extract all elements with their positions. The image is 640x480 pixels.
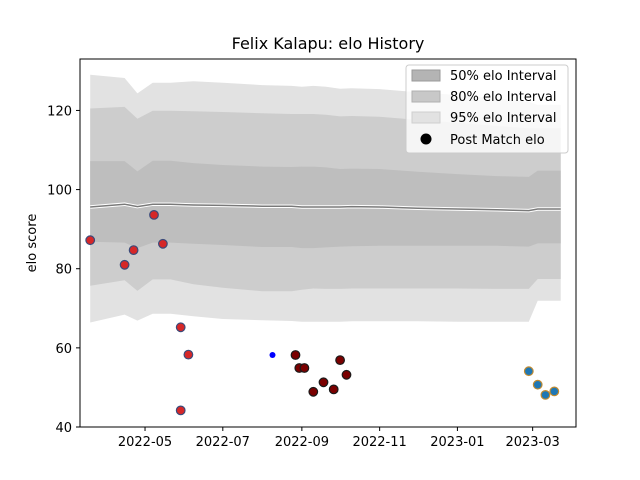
post-match-point-3-3 [549,386,560,397]
post-match-point-3-1 [532,379,543,390]
post-match-point-0-2 [128,245,139,256]
legend-marker-post-match [420,133,432,145]
y-axis-label: elo score [25,214,40,273]
post-match-point-2-4 [318,377,329,388]
post-match-point-0-0 [85,235,96,246]
y-tick-label-3: 100 [47,184,72,199]
post-match-point-0-7 [175,405,186,416]
y-tick-label-1: 60 [55,342,72,357]
post-match-point-2-2 [299,363,310,373]
y-tick-label-0: 40 [55,421,72,436]
legend-frame [405,64,569,154]
post-match-point-1-0 [269,352,276,358]
axes-frame [79,58,577,428]
x-tick-label-4: 2023-01 [430,435,484,450]
interval-band-2 [90,160,561,249]
post-match-point-2-3 [308,386,319,397]
chart-title: Felix Kalapu: elo History [232,34,425,53]
legend-label-80: 80% elo Interval [450,90,557,105]
post-match-point-2-7 [341,369,352,380]
x-tick-label-2: 2022-09 [275,435,329,450]
post-match-point-2-5 [328,384,339,395]
post-match-point-0-4 [157,238,168,249]
x-tick-label-1: 2022-07 [196,435,250,450]
legend-swatch-95 [411,111,441,124]
x-tick-label-0: 2022-05 [118,435,172,450]
legend-label-50: 50% elo Interval [450,69,557,84]
post-match-point-2-6 [335,355,346,366]
y-tick-label-2: 80 [55,263,72,278]
post-match-point-2-0 [290,350,301,360]
legend-swatch-80 [411,90,441,103]
axes: 2022-05 2022-07 2022-09 2022-11 2023-01 2023-… [47,58,577,450]
post-match-point-0-5 [175,322,186,333]
x-tick-label-5: 2023-03 [505,435,559,450]
legend: 50% elo Interval 80% elo Interval 95% el… [405,64,569,154]
x-tick-label-3: 2022-11 [352,435,406,450]
post-match-point-0-3 [149,209,159,220]
legend-label-95: 95% elo Interval [450,111,557,126]
post-match-point-0-6 [183,349,194,360]
post-match-point-3-2 [540,390,551,400]
post-match-point-0-1 [119,259,130,270]
legend-label-post-match: Post Match elo [450,133,545,148]
post-match-point-3-0 [523,366,534,377]
y-tick-label-4: 120 [47,104,72,119]
legend-swatch-50 [411,69,441,82]
mean-elo-line [90,203,561,212]
